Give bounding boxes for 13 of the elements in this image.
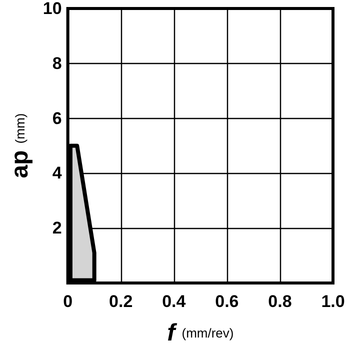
- x-axis-title: f (mm/rev): [167, 320, 234, 346]
- x-tick-label: 0.8: [268, 292, 292, 311]
- y-tick-label: 8: [52, 54, 62, 73]
- y-tick-label: 4: [52, 164, 62, 183]
- y-tick-label: 10: [42, 0, 62, 18]
- y-tick-label: 2: [52, 218, 62, 238]
- x-tick-label: 0.6: [215, 292, 239, 311]
- y-axis-title: ap (mm): [6, 113, 34, 178]
- x-tick-label: 0.4: [162, 292, 186, 311]
- x-tick-label: 0.2: [109, 292, 133, 311]
- x-tick-label: 0: [63, 292, 73, 311]
- x-tick-label: 1.0: [321, 292, 345, 311]
- y-tick-label: 6: [52, 108, 62, 128]
